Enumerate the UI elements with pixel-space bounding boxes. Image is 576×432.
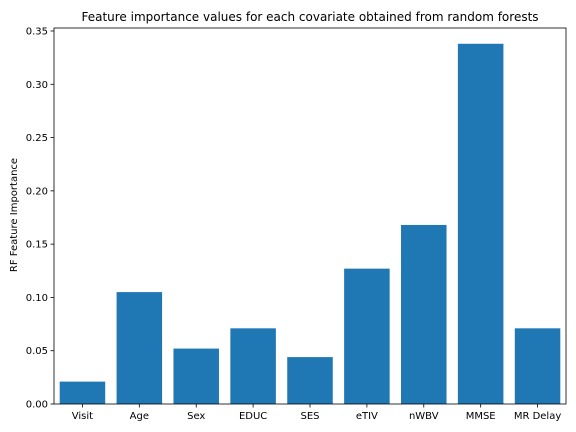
bar-nwbv [401, 224, 447, 404]
y-tick-label: 0.35 [26, 26, 48, 37]
y-tick-label: 0.15 [26, 240, 48, 251]
x-tick-label: MR Delay [514, 411, 562, 422]
y-tick-label: 0.30 [26, 80, 48, 91]
y-tick-label: 0.05 [26, 346, 48, 357]
bars-group [59, 43, 561, 404]
y-tick-label: 0.00 [26, 400, 48, 411]
bar-sex [173, 348, 219, 404]
x-tick-label: EDUC [239, 411, 267, 422]
x-tick-label: MMSE [466, 411, 496, 422]
x-tick-label: Sex [187, 411, 205, 422]
chart-title: Feature importance values for each covar… [81, 10, 538, 24]
bar-etiv [344, 268, 390, 404]
bar-visit [59, 381, 106, 404]
y-tick-label: 0.20 [26, 186, 48, 197]
y-axis: 0.00 0.05 0.10 0.15 0.20 0.25 0.30 0.35 [26, 26, 54, 411]
x-tick-label: Age [130, 411, 149, 422]
y-tick-label: 0.10 [26, 293, 48, 304]
x-axis: Visit Age Sex EDUC SES eTIV nWBV MMSE MR Delay [72, 404, 562, 422]
bar-age [116, 292, 163, 404]
plot-frame [53, 27, 567, 405]
bar-mmse [457, 43, 504, 404]
x-tick-label: nWBV [409, 411, 439, 422]
bar-ses [287, 357, 333, 404]
y-axis-label: RF Feature Importance [9, 158, 20, 272]
x-tick-label: eTIV [356, 411, 378, 422]
x-tick-label: SES [300, 411, 319, 422]
bar-mr-delay [514, 328, 561, 404]
x-tick-label: Visit [72, 411, 93, 422]
bar-educ [230, 328, 276, 404]
y-tick-label: 0.25 [26, 133, 48, 144]
